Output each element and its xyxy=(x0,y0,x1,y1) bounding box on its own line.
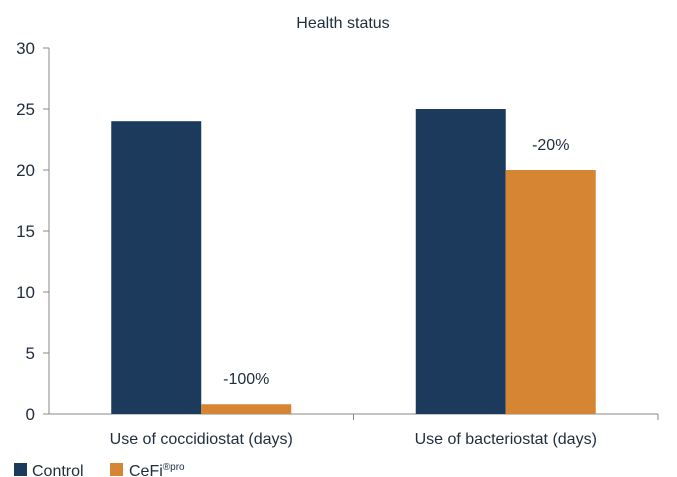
legend: Control CeFi®pro xyxy=(14,462,185,477)
bar-cefi-2 xyxy=(505,170,596,414)
x-category-label: Use of bacteriostat (days) xyxy=(415,431,597,448)
y-tick-label: 30 xyxy=(16,39,35,58)
bars xyxy=(111,109,596,414)
legend-label-cefi-name: CeFi xyxy=(129,463,163,477)
legend-label-control: Control xyxy=(32,463,84,477)
legend-label-cefi-sup: ®pro xyxy=(163,462,185,473)
y-tick-label: 0 xyxy=(26,405,35,424)
legend-swatch-cefi xyxy=(110,463,123,476)
data-label-change: -20% xyxy=(532,137,569,154)
bar-cefi-1 xyxy=(201,404,292,414)
x-category-label: Use of coccidiostat (days) xyxy=(110,431,293,448)
data-label-change: -100% xyxy=(223,371,269,388)
bar-control-2 xyxy=(415,109,506,414)
y-tick-label: 25 xyxy=(16,100,35,119)
chart-title: Health status xyxy=(296,15,389,32)
legend-swatch-control xyxy=(14,463,27,476)
bar-control-1 xyxy=(111,121,202,414)
y-tick-label: 5 xyxy=(26,344,35,363)
axes: 0 5 10 15 20 25 30 Use of coccidiostat (days) Us… xyxy=(16,39,659,448)
data-labels: -100% -20% xyxy=(223,137,569,388)
y-tick-label: 10 xyxy=(16,283,35,302)
legend-label-cefi: CeFi®pro xyxy=(129,462,185,477)
y-tick-label: 15 xyxy=(16,222,35,241)
y-tick-label: 20 xyxy=(16,161,35,180)
